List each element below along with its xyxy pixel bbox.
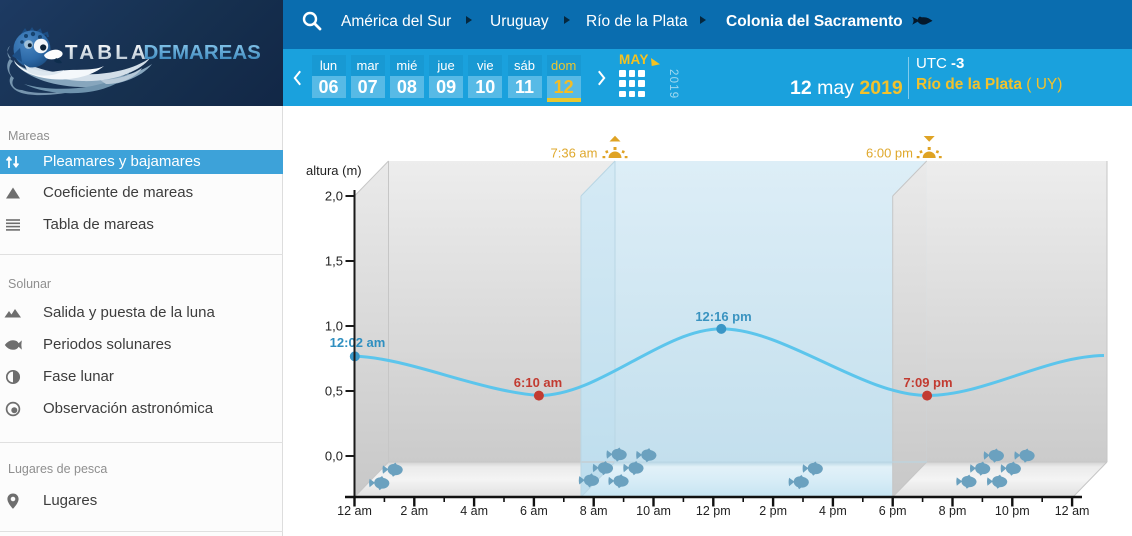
svg-text:1,5: 1,5 <box>325 254 343 269</box>
svg-text:2,0: 2,0 <box>325 189 343 204</box>
svg-text:TABLA: TABLA <box>65 41 149 64</box>
svg-text:7:09 pm: 7:09 pm <box>903 375 952 390</box>
svg-text:6 pm: 6 pm <box>879 504 907 518</box>
svg-text:0,5: 0,5 <box>325 384 343 399</box>
svg-text:10 am: 10 am <box>636 504 671 518</box>
svg-text:1,0: 1,0 <box>325 319 343 334</box>
svg-text:7:36 am: 7:36 am <box>551 146 598 161</box>
svg-text:2 am: 2 am <box>400 504 428 518</box>
svg-text:6 am: 6 am <box>520 504 548 518</box>
svg-text:6:10 am: 6:10 am <box>514 375 562 390</box>
svg-text:12 pm: 12 pm <box>696 504 731 518</box>
svg-text:8 pm: 8 pm <box>939 504 967 518</box>
svg-text:altura (m): altura (m) <box>306 163 362 178</box>
svg-text:DEMAREAS: DEMAREAS <box>144 41 261 64</box>
svg-text:0,0: 0,0 <box>325 449 343 464</box>
svg-text:4 pm: 4 pm <box>819 504 847 518</box>
svg-text:4 am: 4 am <box>460 504 488 518</box>
svg-text:12 am: 12 am <box>1055 504 1090 518</box>
svg-text:12:02 am: 12:02 am <box>330 335 386 350</box>
svg-text:8 am: 8 am <box>580 504 608 518</box>
svg-text:2 pm: 2 pm <box>759 504 787 518</box>
svg-text:6:00 pm: 6:00 pm <box>866 146 913 161</box>
svg-text:12 am: 12 am <box>337 504 372 518</box>
svg-text:12:16 pm: 12:16 pm <box>695 309 751 324</box>
svg-text:10 pm: 10 pm <box>995 504 1030 518</box>
